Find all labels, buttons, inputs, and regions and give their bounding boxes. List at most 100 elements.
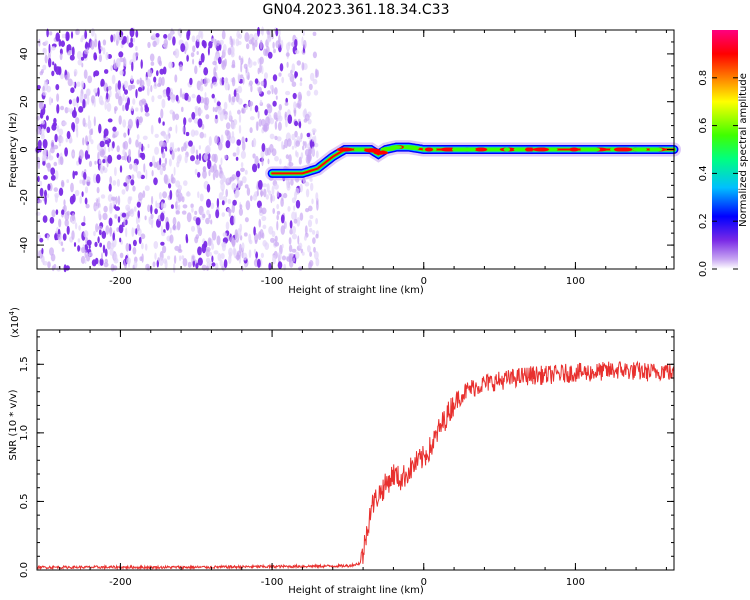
heatmap-noise-cell [216,101,221,107]
heatmap-noise-cell [161,201,164,210]
heatmap-noise-cell [73,242,77,247]
heatmap-noise-cell [140,105,143,113]
heatmap-noise-cell [271,195,276,202]
snr-ylabel: SNR (10 * v/v) [8,389,19,460]
heatmap-noise-cell [236,139,241,146]
heatmap-noise-cell [128,42,134,48]
heatmap-noise-cell [76,128,79,138]
heatmap-noise-cell [89,129,93,136]
heatmap-noise-cell [135,45,138,52]
heatmap-noise-cell [58,187,64,196]
heatmap-noise-cell [170,93,176,103]
heatmap-noise-cell [154,208,158,215]
heatmap-noise-cell [210,219,213,225]
heatmap-noise-cell [245,104,248,110]
heatmap-noise-cell [154,133,159,138]
heatmap-noise-cell [115,196,118,205]
heatmap-noise-cell [157,257,160,262]
heatmap-noise-cell [271,185,275,196]
heatmap-noise-cell [57,233,61,240]
heatmap-noise-cell [277,115,283,122]
heatmap-noise-cell [101,252,103,261]
heatmap-noise-cell [198,153,202,162]
heatmap-noise-cell [110,242,115,250]
x-tick-label: -100 [261,577,284,588]
heatmap-noise-cell [244,184,249,189]
heatmap-noise-cell [127,118,133,129]
heatmap-noise-cell [73,106,76,117]
heatmap-noise-cell [181,255,185,260]
heatmap-noise-cell [121,155,126,161]
heatmap-noise-cell [127,97,130,106]
heatmap-noise-cell [274,135,278,141]
heatmap-noise-cell [134,52,139,57]
heatmap-noise-cell [123,56,126,67]
heatmap-noise-cell [41,247,44,255]
heatmap-noise-cell [56,93,60,102]
heatmap-noise-cell [109,202,113,211]
heatmap-noise-cell [306,90,311,97]
heatmap-noise-cell [114,214,118,219]
heatmap-noise-cell [227,198,232,204]
heatmap-noise-cell [293,101,297,111]
heatmap-noise-cell [64,107,69,114]
heatmap-noise-cell [106,240,112,250]
heatmap-noise-cell [233,215,236,225]
heatmap-noise-cell [118,51,124,58]
heatmap-noise-cell [55,84,60,91]
heatmap-noise-cell [170,204,174,209]
heatmap-noise-cell [162,165,166,172]
heatmap-noise-cell [61,33,66,39]
heatmap-noise-cell [80,96,84,103]
heatmap-noise-cell [45,162,51,169]
heatmap-noise-cell [160,108,164,119]
heatmap-noise-cell [95,223,99,233]
heatmap-noise-cell [242,252,248,261]
heatmap-noise-cell [101,149,105,156]
heatmap-noise-cell [93,230,96,237]
heatmap-noise-cell [176,221,181,231]
signal-hot-spot [463,147,476,152]
heatmap-noise-cell [273,183,279,190]
heatmap-noise-cell [104,139,109,145]
heatmap-noise-cell [202,213,206,219]
heatmap-noise-cell [249,127,253,134]
heatmap-noise-cell [197,171,201,178]
signal-hot-spot [649,147,663,152]
heatmap-noise-cell [242,77,245,85]
heatmap-noise-cell [294,50,300,54]
heatmap-noise-cell [220,157,223,166]
heatmap-noise-cell [287,206,291,212]
heatmap-noise-cell [90,27,95,37]
heatmap-noise-cell [202,166,207,172]
heatmap-noise-cell [207,237,212,247]
heatmap-noise-cell [214,106,218,113]
heatmap-noise-cell [171,224,178,231]
heatmap-noise-cell [97,236,100,244]
heatmap-noise-cell [203,153,209,161]
heatmap-noise-cell [98,159,102,165]
heatmap-noise-cell [191,111,196,120]
heatmap-noise-cell [240,62,243,73]
heatmap-noise-cell [49,247,54,256]
heatmap-noise-cell [129,208,135,218]
heatmap-noise-cell [312,31,317,36]
heatmap-noise-cell [311,146,315,156]
heatmap-noise-cell [126,257,131,265]
heatmap-noise-cell [175,124,178,134]
snr-panel: -200 -100 0 100 0.0 0.5 1.0 1.5 Height of strai… [8,307,675,596]
heatmap-noise-cell [116,57,121,68]
heatmap-noise-cell [94,241,98,248]
snr-scale-label: (x104) [8,307,21,338]
heatmap-noise-cell [42,64,47,71]
heatmap-noise-cell [93,116,96,127]
heatmap-noise-cell [315,218,318,225]
heatmap-noise-cell [39,187,44,197]
heatmap-noise-cell [127,196,132,205]
heatmap-noise-cell [233,89,237,97]
heatmap-noise-cell [172,36,176,46]
heatmap-noise-cell [222,44,227,53]
heatmap-noise-cell [269,133,275,140]
heatmap-noise-cell [265,194,269,200]
